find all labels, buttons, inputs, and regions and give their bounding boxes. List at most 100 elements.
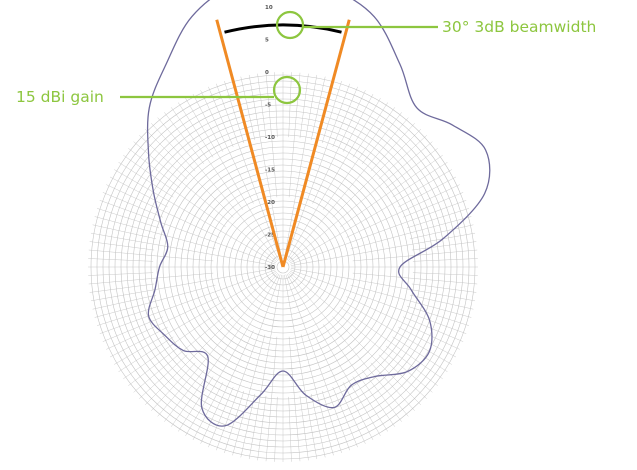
grid-spoke	[257, 73, 267, 139]
grid-spoke	[321, 390, 342, 454]
grid-spoke	[88, 249, 214, 262]
radial-tick-label: -10	[265, 135, 275, 141]
grid-spoke	[88, 272, 154, 276]
grid-spoke	[90, 232, 276, 266]
grid-ring	[276, 260, 290, 274]
grid-spoke	[352, 272, 478, 285]
gain-callout-circle	[272, 75, 302, 105]
grid-spoke	[288, 72, 301, 198]
grid-spoke	[403, 192, 464, 218]
radial-tick-label: -25	[265, 233, 275, 239]
grid-spoke	[412, 258, 478, 262]
grid-spoke	[285, 274, 350, 451]
grid-spoke	[200, 90, 254, 204]
grid-spoke	[289, 270, 452, 365]
grid-spoke	[151, 123, 196, 172]
grid-spoke	[289, 169, 452, 264]
polar-grid	[88, 72, 478, 462]
grid-spoke	[123, 306, 226, 380]
grid-spoke	[170, 324, 244, 427]
radial-tick-label: 0	[265, 70, 269, 76]
grid-spoke	[109, 176, 168, 208]
grid-spoke	[332, 128, 422, 218]
grid-spoke	[224, 390, 245, 454]
grid-spoke	[290, 200, 467, 265]
grid-spoke	[157, 117, 279, 262]
grid-spoke	[290, 232, 476, 266]
grid-spoke	[88, 272, 214, 285]
grid-spoke	[240, 393, 256, 458]
grid-spoke	[139, 354, 188, 399]
grid-spoke	[312, 330, 366, 444]
grid-spoke	[265, 336, 278, 462]
radiation-pattern-line	[146, 0, 491, 427]
beam-edge-line-right	[281, 19, 351, 268]
grid-spoke	[412, 272, 478, 276]
grid-spoke	[299, 395, 309, 461]
grid-spoke	[398, 176, 457, 208]
grid-spoke	[286, 273, 381, 436]
grid-spoke	[321, 80, 342, 144]
grid-spoke	[178, 102, 214, 158]
grid-spoke	[352, 376, 388, 432]
grid-spoke	[94, 284, 216, 318]
grid-spoke	[370, 362, 415, 411]
grid-spoke	[322, 324, 396, 427]
grid-spoke	[403, 316, 464, 342]
grid-spoke	[299, 73, 309, 139]
grid-spoke	[406, 208, 470, 229]
grid-spoke	[109, 326, 168, 358]
grid-spoke	[285, 83, 350, 260]
grid-spoke	[332, 86, 358, 147]
grid-spoke	[185, 98, 280, 261]
grid-spoke	[310, 76, 326, 141]
grid-spoke	[287, 117, 409, 262]
grid-spoke	[128, 148, 181, 189]
grid-spoke	[216, 83, 281, 260]
grid-spoke	[406, 305, 470, 326]
radial-tick-label: -15	[265, 168, 275, 174]
grid-spoke	[361, 112, 402, 165]
grid-spoke	[178, 376, 214, 432]
grid-spoke	[200, 330, 254, 444]
radial-tick-label: -5	[265, 103, 271, 109]
grid-spoke	[96, 208, 160, 229]
grid-spoke	[411, 241, 477, 251]
grid-spoke	[94, 216, 216, 250]
grid-spoke	[102, 192, 163, 218]
grid-spoke	[350, 284, 472, 318]
grid-spoke	[350, 216, 472, 250]
grid-spoke	[265, 72, 278, 198]
grid-spoke	[411, 283, 477, 293]
grid-spoke	[342, 382, 374, 441]
grid-spoke	[248, 274, 282, 460]
grid-spoke	[290, 269, 467, 334]
beam-edge-line-left	[215, 19, 285, 268]
grid-spoke	[89, 283, 155, 293]
grid-spoke	[164, 112, 205, 165]
grid-spoke	[89, 241, 155, 251]
grid-spoke	[310, 393, 326, 458]
grid-spoke	[248, 74, 282, 260]
grid-spoke	[312, 90, 366, 204]
grid-spoke	[288, 72, 292, 138]
grid-spoke	[106, 296, 220, 350]
grid-spoke	[346, 296, 460, 350]
grid-spoke	[286, 98, 381, 261]
grid-spoke	[361, 369, 402, 422]
beamwidth-arc	[224, 23, 342, 34]
grid-spoke	[144, 128, 234, 218]
beamwidth-callout-label: 30° 3dB beamwidth	[442, 18, 596, 36]
grid-spoke	[224, 80, 245, 144]
grid-spoke	[118, 336, 174, 372]
radial-tick-label: -30	[265, 265, 275, 271]
grid-spoke	[123, 154, 226, 228]
beamwidth-callout-circle	[275, 10, 305, 40]
grid-spoke	[288, 336, 301, 462]
grid-spoke	[409, 224, 474, 240]
grid-spoke	[342, 93, 374, 152]
grid-spoke	[332, 387, 358, 448]
grid-spoke	[216, 274, 281, 451]
grid-spoke	[88, 258, 154, 262]
grid-spoke	[409, 294, 474, 310]
